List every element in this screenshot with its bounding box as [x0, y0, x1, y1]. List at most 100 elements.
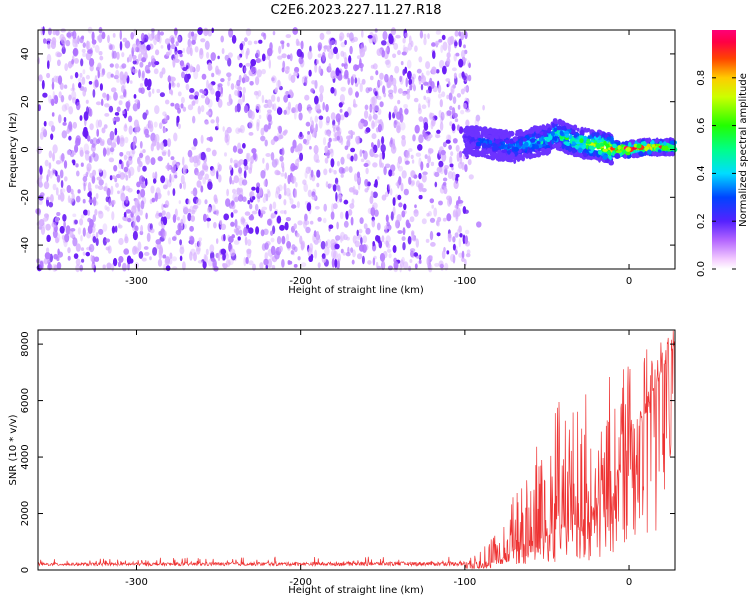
noise-dot: [81, 76, 86, 85]
noise-dot: [106, 93, 110, 101]
noise-dot: [167, 149, 171, 158]
noise-dot: [252, 263, 256, 271]
noise-dot: [390, 188, 393, 196]
noise-dot: [452, 107, 456, 117]
noise-dot: [152, 172, 155, 179]
noise-dot: [340, 248, 344, 254]
signal-dot: [469, 145, 473, 151]
noise-dot: [136, 201, 140, 210]
noise-dot: [410, 170, 416, 178]
noise-dot: [56, 174, 61, 183]
noise-dot: [140, 45, 145, 55]
noise-dot: [283, 199, 287, 206]
noise-dot: [450, 151, 454, 157]
noise-dot: [61, 130, 67, 139]
noise-dot: [159, 31, 164, 36]
noise-dot: [335, 192, 338, 202]
noise-dot: [66, 149, 71, 156]
noise-dot: [328, 167, 332, 174]
noise-dot: [417, 107, 422, 115]
noise-dot: [458, 225, 462, 233]
noise-dot: [420, 83, 424, 91]
noise-dot: [101, 98, 104, 106]
noise-dot: [293, 264, 298, 268]
signal-dot: [651, 151, 657, 157]
noise-dot: [234, 196, 239, 203]
noise-dot: [275, 186, 281, 195]
noise-dot: [451, 123, 456, 131]
noise-dot: [52, 169, 57, 174]
noise-dot: [169, 89, 173, 95]
noise-dot: [187, 104, 194, 111]
noise-dot: [285, 34, 291, 39]
noise-dot: [376, 95, 382, 100]
noise-dot: [182, 156, 185, 166]
noise-dot: [298, 56, 304, 65]
noise-dot: [435, 30, 441, 35]
noise-dot: [349, 45, 353, 55]
noise-dot: [402, 227, 406, 236]
noise-dot: [355, 91, 359, 98]
noise-dot: [97, 119, 103, 128]
noise-dot: [137, 241, 142, 251]
signal-dot: [565, 141, 570, 147]
noise-dot: [80, 162, 84, 167]
signal-dot: [579, 129, 585, 135]
noise-dot: [172, 58, 176, 68]
noise-dot: [429, 255, 433, 260]
noise-dot: [371, 96, 377, 106]
noise-dot: [87, 224, 93, 234]
noise-dot: [157, 156, 163, 162]
noise-dot: [80, 58, 84, 67]
noise-dot: [314, 205, 320, 210]
noise-dot: [326, 129, 331, 137]
noise-dot: [119, 41, 123, 51]
noise-dot: [245, 62, 251, 67]
noise-dot: [104, 103, 110, 108]
noise-dot: [204, 40, 210, 50]
noise-dot: [446, 52, 451, 59]
noise-dot: [57, 194, 61, 201]
noise-dot: [161, 67, 166, 75]
noise-dot: [241, 179, 248, 186]
noise-dot: [418, 116, 424, 122]
noise-dot: [206, 220, 210, 229]
noise-dot: [278, 245, 283, 253]
noise-dot: [154, 192, 158, 202]
noise-dot: [106, 206, 110, 212]
noise-dot: [315, 159, 320, 164]
noise-dot: [256, 69, 262, 78]
noise-dot: [388, 34, 394, 45]
noise-dot: [201, 73, 207, 80]
noise-dot: [126, 160, 130, 168]
noise-dot: [152, 88, 155, 94]
noise-dot: [435, 40, 440, 46]
noise-dot: [250, 214, 254, 219]
noise-dot: [370, 75, 374, 81]
noise-dot: [372, 107, 376, 115]
noise-dot: [216, 170, 219, 180]
noise-dot: [191, 39, 196, 45]
noise-dot: [393, 105, 398, 115]
noise-dot: [400, 121, 406, 131]
noise-dot: [42, 217, 49, 222]
noise-dot: [105, 246, 111, 251]
noise-dot: [404, 66, 408, 74]
noise-dot: [363, 223, 368, 230]
noise-dot: [278, 85, 283, 91]
noise-dot: [371, 104, 376, 109]
noise-dot: [376, 222, 381, 231]
noise-dot: [154, 105, 160, 115]
noise-dot: [91, 263, 95, 270]
noise-dot: [123, 211, 127, 218]
noise-dot: [421, 218, 427, 225]
noise-dot: [246, 47, 250, 56]
noise-dot: [192, 155, 198, 164]
noise-dot: [51, 112, 55, 117]
noise-dot: [80, 247, 85, 252]
noise-dot: [460, 50, 466, 59]
noise-dot: [187, 104, 194, 111]
noise-dot: [224, 129, 229, 138]
noise-dot: [250, 59, 256, 67]
noise-dot: [360, 158, 365, 163]
